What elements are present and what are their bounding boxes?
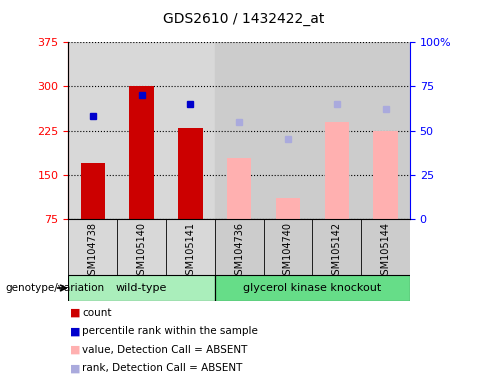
Bar xyxy=(312,42,361,219)
Text: count: count xyxy=(82,308,111,318)
Text: percentile rank within the sample: percentile rank within the sample xyxy=(82,326,258,336)
Text: GSM104740: GSM104740 xyxy=(283,222,293,281)
Bar xyxy=(361,219,410,275)
Text: GSM105141: GSM105141 xyxy=(185,222,195,281)
Bar xyxy=(68,42,117,219)
Text: ■: ■ xyxy=(70,308,81,318)
Text: wild-type: wild-type xyxy=(116,283,167,293)
Bar xyxy=(227,158,251,219)
Text: GSM105142: GSM105142 xyxy=(332,222,342,281)
Text: glycerol kinase knockout: glycerol kinase knockout xyxy=(243,283,382,293)
Text: GSM105140: GSM105140 xyxy=(137,222,146,281)
Bar xyxy=(215,275,410,301)
Bar xyxy=(166,219,215,275)
Bar xyxy=(178,127,203,219)
Text: ■: ■ xyxy=(70,345,81,355)
Bar xyxy=(215,42,264,219)
Bar xyxy=(68,219,117,275)
Text: GSM104738: GSM104738 xyxy=(88,222,98,281)
Bar xyxy=(264,42,312,219)
Bar xyxy=(81,163,105,219)
Bar xyxy=(325,122,349,219)
Text: rank, Detection Call = ABSENT: rank, Detection Call = ABSENT xyxy=(82,363,243,373)
Bar xyxy=(117,42,166,219)
Text: GSM104736: GSM104736 xyxy=(234,222,244,281)
Text: ■: ■ xyxy=(70,363,81,373)
Bar xyxy=(68,275,215,301)
Text: genotype/variation: genotype/variation xyxy=(5,283,104,293)
Bar xyxy=(276,198,300,219)
Text: ■: ■ xyxy=(70,326,81,336)
Bar xyxy=(264,219,312,275)
Text: value, Detection Call = ABSENT: value, Detection Call = ABSENT xyxy=(82,345,247,355)
Bar xyxy=(373,131,398,219)
Text: GSM105144: GSM105144 xyxy=(381,222,390,281)
Text: GDS2610 / 1432422_at: GDS2610 / 1432422_at xyxy=(163,12,325,25)
Bar xyxy=(215,219,264,275)
Bar xyxy=(117,219,166,275)
Bar xyxy=(129,86,154,219)
Bar xyxy=(361,42,410,219)
Bar xyxy=(166,42,215,219)
Bar xyxy=(312,219,361,275)
